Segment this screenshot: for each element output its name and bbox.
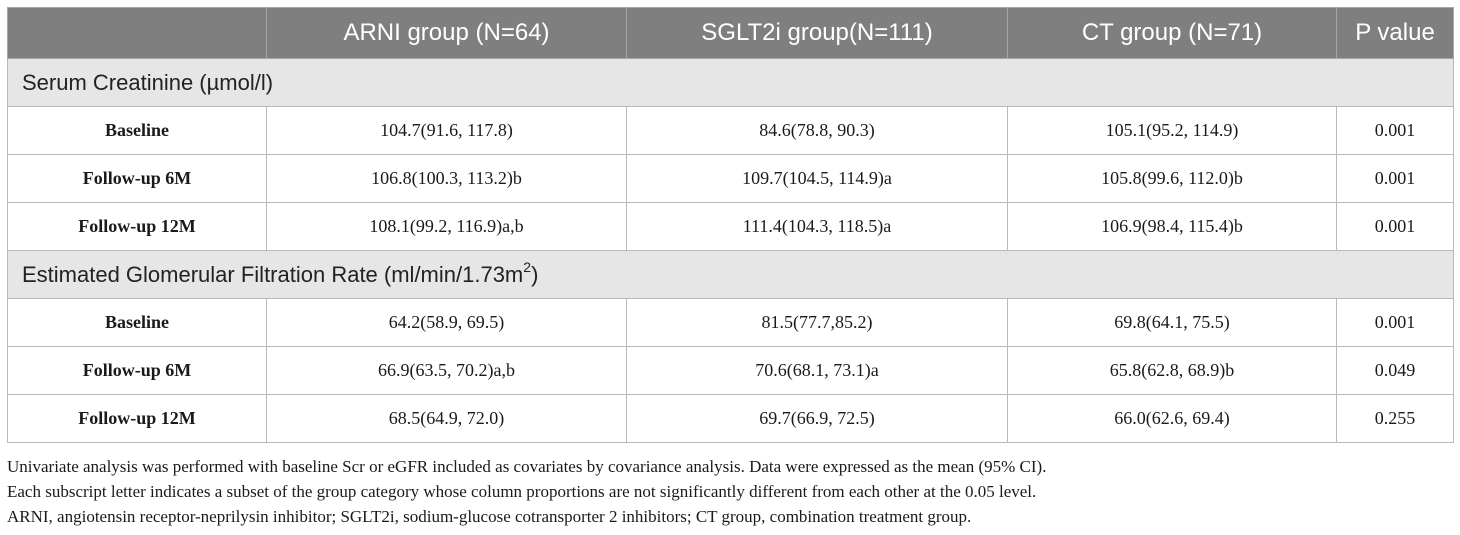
cell-arni: 108.1(99.2, 116.9)a,b (266, 202, 627, 251)
footnote: Univariate analysis was performed with b… (7, 457, 1047, 476)
section-title-tail: ) (531, 261, 539, 287)
section-title-text: Estimated Glomerular Filtration Rate (ml… (22, 261, 524, 287)
cell-p-value: 0.001 (1336, 298, 1454, 347)
row-label: Baseline (7, 106, 267, 155)
cell-arni: 64.2(58.9, 69.5) (266, 298, 627, 347)
header-p-value: P value (1336, 7, 1454, 59)
footnote: Each subscript letter indicates a subset… (7, 482, 1037, 501)
cell-sglt2i: 109.7(104.5, 114.9)a (626, 154, 1008, 203)
cell-ct: 69.8(64.1, 75.5) (1007, 298, 1337, 347)
cell-arni: 68.5(64.9, 72.0) (266, 394, 627, 443)
cell-ct: 105.1(95.2, 114.9) (1007, 106, 1337, 155)
table-row: Follow-up 6M 106.8(100.3, 113.2)b 109.7(… (7, 154, 1454, 203)
section-row-egfr: Estimated Glomerular Filtration Rate (ml… (7, 250, 1454, 299)
table-footnotes: Univariate analysis was performed with b… (7, 454, 1453, 529)
cell-sglt2i: 81.5(77.7,85.2) (626, 298, 1008, 347)
row-label: Follow-up 12M (7, 202, 267, 251)
cell-p-value: 0.001 (1336, 154, 1454, 203)
header-sglt2i: SGLT2i group(N=111) (626, 7, 1008, 59)
cell-p-value: 0.049 (1336, 346, 1454, 395)
results-table: ARNI group (N=64) SGLT2i group(N=111) CT… (7, 7, 1454, 443)
cell-ct: 65.8(62.8, 68.9)b (1007, 346, 1337, 395)
header-arni: ARNI group (N=64) (266, 7, 627, 59)
results-table-container: ARNI group (N=64) SGLT2i group(N=111) CT… (7, 7, 1454, 443)
table-row: Follow-up 12M 108.1(99.2, 116.9)a,b 111.… (7, 202, 1454, 251)
table-row: Baseline 64.2(58.9, 69.5) 81.5(77.7,85.2… (7, 298, 1454, 347)
row-label: Follow-up 12M (7, 394, 267, 443)
cell-arni: 104.7(91.6, 117.8) (266, 106, 627, 155)
cell-arni: 66.9(63.5, 70.2)a,b (266, 346, 627, 395)
row-label: Baseline (7, 298, 267, 347)
cell-arni: 106.8(100.3, 113.2)b (266, 154, 627, 203)
cell-sglt2i: 70.6(68.1, 73.1)a (626, 346, 1008, 395)
section-title-sup: 2 (523, 258, 532, 275)
header-empty (7, 7, 267, 59)
section-title-text: Serum Creatinine (µmol/l) (22, 69, 274, 95)
cell-sglt2i: 84.6(78.8, 90.3) (626, 106, 1008, 155)
cell-ct: 66.0(62.6, 69.4) (1007, 394, 1337, 443)
cell-p-value: 0.001 (1336, 106, 1454, 155)
header-ct: CT group (N=71) (1007, 7, 1337, 59)
footnote: ARNI, angiotensin receptor-neprilysin in… (7, 507, 972, 526)
section-title: Serum Creatinine (µmol/l) (7, 58, 1454, 107)
row-label: Follow-up 6M (7, 154, 267, 203)
section-row-creatinine: Serum Creatinine (µmol/l) (7, 58, 1454, 107)
cell-p-value: 0.001 (1336, 202, 1454, 251)
cell-sglt2i: 69.7(66.9, 72.5) (626, 394, 1008, 443)
table-row: Follow-up 12M 68.5(64.9, 72.0) 69.7(66.9… (7, 394, 1454, 443)
cell-ct: 105.8(99.6, 112.0)b (1007, 154, 1337, 203)
header-row: ARNI group (N=64) SGLT2i group(N=111) CT… (7, 7, 1454, 59)
section-title: Estimated Glomerular Filtration Rate (ml… (7, 250, 1454, 299)
cell-p-value: 0.255 (1336, 394, 1454, 443)
cell-ct: 106.9(98.4, 115.4)b (1007, 202, 1337, 251)
table-row: Baseline 104.7(91.6, 117.8) 84.6(78.8, 9… (7, 106, 1454, 155)
cell-sglt2i: 111.4(104.3, 118.5)a (626, 202, 1008, 251)
table-row: Follow-up 6M 66.9(63.5, 70.2)a,b 70.6(68… (7, 346, 1454, 395)
row-label: Follow-up 6M (7, 346, 267, 395)
